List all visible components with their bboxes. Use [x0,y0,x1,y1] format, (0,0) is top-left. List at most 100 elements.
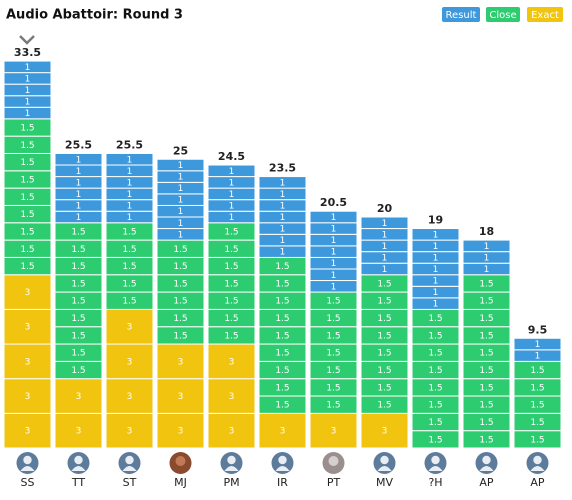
player-name: TT [71,476,86,489]
avatar-body [71,466,86,471]
avatar[interactable] [322,452,345,474]
block-label: 1 [280,190,286,200]
block-label: 1 [76,190,82,200]
block-label: 1 [178,184,184,194]
block-label: 1.5 [20,158,34,168]
score-block [105,152,154,166]
block-label: 1.5 [479,349,493,359]
block-label: 1.5 [275,297,289,307]
block-label: 1.5 [479,279,493,289]
score-block [360,216,409,230]
avatar-body [122,466,137,471]
block-label: 1 [229,167,235,177]
avatar-body [428,466,443,471]
block-label: 1 [433,265,439,275]
avatar[interactable] [169,452,192,474]
block-label: 1.5 [377,401,391,411]
block-label: 3 [25,357,31,367]
avatar[interactable] [220,452,243,474]
block-label: 1 [331,225,337,235]
score-block [207,378,256,414]
total-label: 25.5 [65,138,92,151]
avatar[interactable] [373,452,396,474]
block-label: 1.5 [224,314,238,324]
score-block [156,158,205,172]
block-label: 1.5 [122,297,136,307]
block-label: 1 [178,196,184,206]
legend-button[interactable] [486,7,520,22]
avatar[interactable] [526,452,549,474]
block-label: 1 [127,201,133,211]
block-label: 1 [331,236,337,246]
block-label: 3 [178,392,184,402]
avatar[interactable] [271,452,294,474]
expand-toggle[interactable] [19,35,35,45]
block-label: 1.5 [326,314,340,324]
avatar-body [224,466,239,471]
total-label: 20.5 [320,196,347,209]
block-label: 1 [178,173,184,183]
total-label: 25 [173,144,188,157]
block-label: 1 [331,282,337,292]
block-label: 3 [229,427,235,437]
block-label: 1 [229,201,235,211]
block-label: 3 [178,357,184,367]
block-label: 1 [382,242,388,252]
block-label: 1.5 [173,297,187,307]
block-label: 1.5 [71,262,85,272]
total-label: 20 [377,202,393,215]
block-label: 1.5 [428,383,442,393]
score-block [411,228,460,241]
block-label: 1 [229,178,235,188]
block-label: 3 [127,357,133,367]
block-label: 3 [25,288,31,298]
block-label: 1.5 [20,175,34,185]
block-label: 1.5 [71,314,85,324]
total-label: 18 [479,225,494,238]
block-label: 1.5 [479,331,493,341]
block-label: 1.5 [20,245,34,255]
block-label: 1 [76,178,82,188]
block-label: 1.5 [377,279,391,289]
block-label: 3 [25,392,31,402]
block-label: 1 [280,178,286,188]
block-label: 1 [178,219,184,229]
block-label: 1.5 [428,418,442,428]
player-name: AP [479,476,494,489]
avatar-head [482,455,491,465]
block-label: 1 [280,225,286,235]
block-label: 1.5 [71,279,85,289]
block-label: 1.5 [377,297,391,307]
block-label: 1 [433,242,439,252]
block-label: 1.5 [224,297,238,307]
legend-button[interactable] [442,7,480,22]
block-label: 3 [76,427,82,437]
avatar[interactable] [16,452,39,474]
block-label: 1.5 [428,401,442,411]
total-label: 23.5 [269,162,296,175]
avatar-head [431,455,440,465]
player-name: MJ [174,476,187,489]
avatar[interactable] [424,452,447,474]
block-label: 1.5 [20,210,34,220]
block-label: 3 [382,427,388,437]
avatar[interactable] [67,452,90,474]
avatar-head [227,455,236,465]
block-label: 3 [25,427,31,437]
block-label: 1.5 [377,349,391,359]
avatar[interactable] [475,452,498,474]
legend-button[interactable] [527,7,563,22]
block-label: 3 [280,427,286,437]
block-label: 1.5 [479,297,493,307]
block-label: 1.5 [275,349,289,359]
player-name: ST [123,476,137,489]
player-name: PM [223,476,239,489]
title: Audio Abattoir: Round 3 [6,8,183,23]
block-label: 1.5 [275,314,289,324]
score-block [258,176,307,189]
block-label: 1.5 [428,331,442,341]
block-label: 1 [484,253,490,263]
avatar[interactable] [118,452,141,474]
block-label: 1.5 [479,435,493,445]
block-label: 3 [229,357,235,367]
